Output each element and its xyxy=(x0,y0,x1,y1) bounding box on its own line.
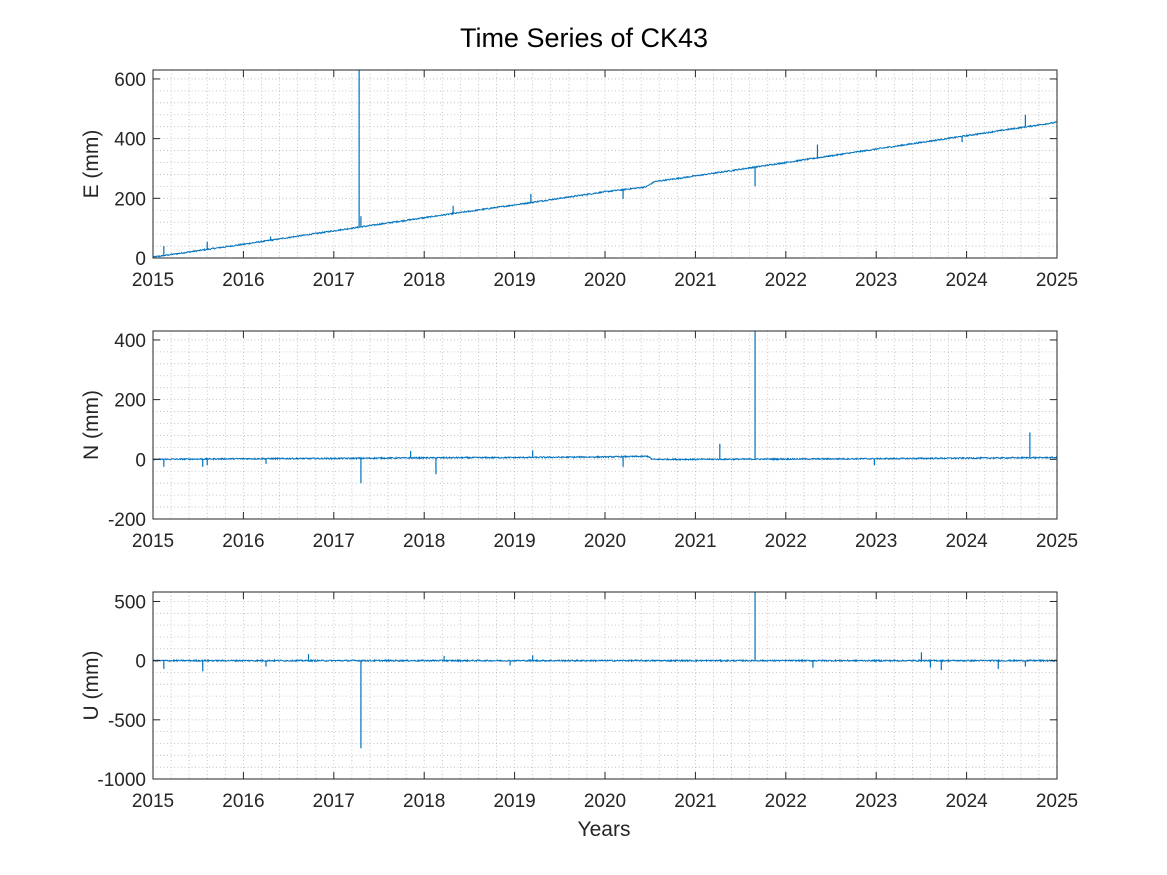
x-tick-label: 2020 xyxy=(584,531,626,552)
x-tick-label: 2020 xyxy=(584,791,626,812)
grid-n xyxy=(153,331,1057,519)
y-tick-label: 500 xyxy=(114,592,146,613)
x-tick-label: 2023 xyxy=(855,270,897,291)
y-tick-label: 0 xyxy=(135,652,146,673)
x-tick-label: 2024 xyxy=(945,270,988,291)
panel-u: 2015 2016 2017 2018 2019 2020 2021 2022 2023 2024… xyxy=(80,591,1078,812)
series-line-u xyxy=(152,658,1058,663)
x-tick-label: 2024 xyxy=(945,791,988,812)
axes-layer: 2015 2016 2017 2018 2019 2020 2021 2022 2023 2024… xyxy=(80,69,1078,812)
x-tick-label: 2021 xyxy=(674,270,716,291)
x-tick-label: 2023 xyxy=(855,791,897,812)
x-tick-label: 2015 xyxy=(132,270,174,291)
x-tick-label: 2021 xyxy=(674,791,716,812)
x-tick-label: 2018 xyxy=(403,791,445,812)
x-tick-label: 2017 xyxy=(313,791,355,812)
y-tick-label: 0 xyxy=(135,450,146,471)
x-tick-label: 2016 xyxy=(222,270,264,291)
x-tick-label: 2015 xyxy=(132,791,174,812)
y-tick-label: -200 xyxy=(108,510,146,531)
y-tick-label: 200 xyxy=(114,391,146,412)
grid-e xyxy=(153,70,1057,258)
y-tick-label: 400 xyxy=(114,130,146,151)
x-axis-label: Years xyxy=(578,818,631,841)
x-tick-label: 2019 xyxy=(493,531,535,552)
x-tick-label: 2019 xyxy=(493,270,535,291)
series-line-n xyxy=(152,454,1058,462)
y-tick-label: -500 xyxy=(108,711,146,732)
y-axis-label-e: E (mm) xyxy=(80,130,103,199)
x-tick-label: 2018 xyxy=(403,531,445,552)
y-tick-label: 600 xyxy=(114,70,146,91)
series-line-e xyxy=(152,121,1058,259)
x-tick-label: 2025 xyxy=(1036,270,1078,291)
y-tick-label: 400 xyxy=(114,331,146,352)
x-tick-label: 2017 xyxy=(313,531,355,552)
x-tick-label: 2016 xyxy=(222,531,264,552)
y-tick-label: 0 xyxy=(135,249,146,270)
chart-title: Time Series of CK43 xyxy=(460,23,708,53)
x-tick-label: 2021 xyxy=(674,531,716,552)
y-tick-label: 200 xyxy=(114,189,146,210)
x-tick-label: 2018 xyxy=(403,270,445,291)
x-tick-label: 2023 xyxy=(855,531,897,552)
x-tick-label: 2022 xyxy=(765,791,807,812)
y-tick-label: -1000 xyxy=(97,770,146,791)
x-tick-label: 2016 xyxy=(222,791,264,812)
x-tick-label: 2024 xyxy=(945,531,988,552)
x-tick-label: 2020 xyxy=(584,270,626,291)
x-tick-label: 2022 xyxy=(765,531,807,552)
x-tick-label: 2015 xyxy=(132,531,174,552)
grid-u xyxy=(153,592,1057,779)
panel-n: 2015 2016 2017 2018 2019 2020 2021 2022 2023 2024… xyxy=(80,330,1078,552)
y-axis-label-u: U (mm) xyxy=(80,651,103,721)
x-tick-label: 2019 xyxy=(493,791,535,812)
y-axis-label-n: N (mm) xyxy=(80,390,103,460)
x-tick-label: 2022 xyxy=(765,270,807,291)
panel-e: 2015 2016 2017 2018 2019 2020 2021 2022 2023 2024… xyxy=(80,69,1078,291)
x-tick-label: 2017 xyxy=(313,270,355,291)
x-tick-label: 2025 xyxy=(1036,791,1078,812)
x-tick-label: 2025 xyxy=(1036,531,1078,552)
